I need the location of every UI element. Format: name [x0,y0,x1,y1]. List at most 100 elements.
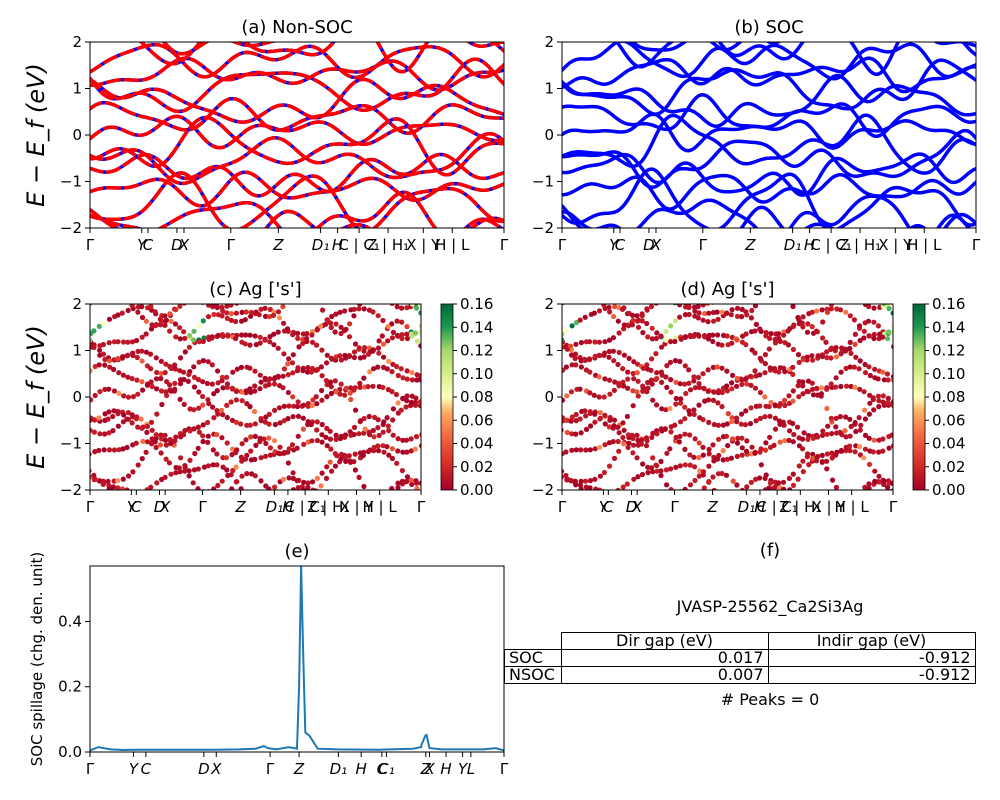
band-line [562,42,976,81]
band-point [348,396,354,403]
band-point [381,291,386,296]
band-point [263,453,269,459]
band-point [182,335,188,341]
panel-title: (a) Non-SOC [241,17,352,38]
band-point [582,288,587,293]
band-point [852,449,858,455]
band-point [630,450,636,456]
band-point [714,456,721,462]
band-point [597,410,603,416]
band-point [319,278,324,283]
band-point [92,449,98,455]
band-point [351,349,358,355]
band-point [663,497,668,502]
band-point [634,370,640,376]
band-point [300,340,306,346]
band-point [624,481,630,487]
band-point [395,436,401,442]
band-point [620,366,626,372]
band-point [587,485,593,490]
band-point [239,332,245,338]
band-point [134,337,140,344]
band-point [115,269,120,274]
band-point [682,363,688,369]
band-point [408,399,415,405]
band-point [187,457,193,463]
band-point [592,339,598,345]
band-point [876,479,882,485]
band-point [244,516,249,521]
band-point [634,389,640,395]
band-point [881,503,886,508]
band-point [115,312,121,318]
band-point [412,446,418,452]
band-point [324,464,330,470]
band-point [862,432,869,438]
band-point [597,416,603,422]
band-point [162,370,168,376]
band-point [332,378,338,384]
band-point [182,349,188,355]
band-point [615,487,621,490]
band-point [564,393,570,399]
band-point [687,332,693,338]
band-point [705,336,712,342]
band-point [166,460,172,466]
band-point [682,431,688,437]
band-point [395,480,401,486]
band-line [562,167,976,228]
band-point [186,371,192,378]
band-point [700,444,706,450]
band-point [124,444,130,451]
band-point [563,364,570,370]
band-point [384,415,390,421]
band-point [281,418,287,424]
band-point [409,481,415,487]
band-point [400,375,406,381]
band-point [719,342,725,348]
band-point [597,487,603,490]
band-point [635,318,641,324]
band-point [833,452,839,458]
band-point [569,414,575,420]
panel-title: (e) [284,541,309,562]
band-point [787,487,793,490]
band-point [404,331,410,337]
band-point [702,519,707,524]
band-point [125,416,131,422]
band-point [266,486,272,490]
band-point [357,304,363,307]
band-point [851,364,857,370]
band-point [800,356,806,362]
band-point [351,431,357,438]
band-point [214,451,220,457]
band-point [418,377,421,383]
band-point [371,366,377,372]
x-tick-label: H [332,236,343,254]
band-point [885,336,891,342]
band-point [135,424,141,430]
x-tick-label: D [198,760,210,778]
band-point [215,332,221,338]
band-point [186,473,192,479]
band-point [715,422,722,428]
band-point [328,390,334,397]
band-point [739,411,745,417]
x-tick-label: C [603,498,614,516]
band-point [573,319,580,326]
band-point [884,371,891,377]
band-point [173,334,179,340]
band-point [790,304,796,310]
band-point [116,502,121,507]
band-point [766,485,772,490]
band-point [106,386,112,392]
band-point [592,269,597,274]
band-point [196,339,202,345]
band-point [252,333,258,339]
band-point [105,478,111,484]
band-point [234,520,239,525]
x-tick-label: Γ [198,498,207,516]
band-point [564,429,570,436]
band-point [111,288,116,293]
colorbar-tick-label: 0.16 [932,295,965,313]
